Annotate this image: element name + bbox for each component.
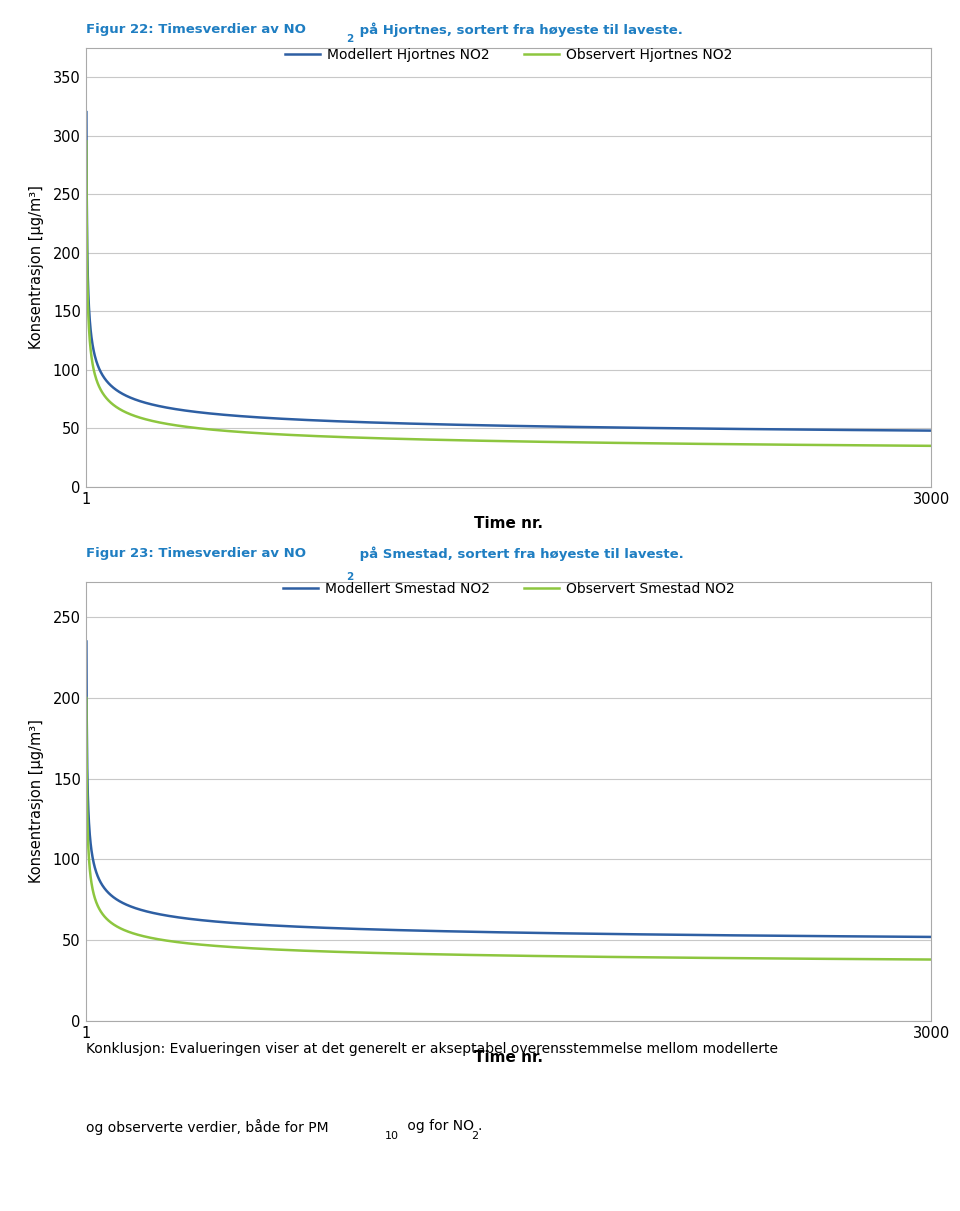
Observert Hjortnes NO2 bbox=[81, 134, 92, 149]
Line: Observert Smestad NO2: Observert Smestad NO2 bbox=[86, 698, 931, 959]
X-axis label: Time nr.: Time nr. bbox=[474, 1050, 543, 1064]
Text: 2: 2 bbox=[346, 572, 353, 582]
Observert Smestad NO2 bbox=[177, 935, 188, 949]
Modellert Smestad NO2 bbox=[442, 924, 453, 939]
Y-axis label: Konsentrasjon [µg/m³]: Konsentrasjon [µg/m³] bbox=[30, 185, 44, 349]
X-axis label: Time nr.: Time nr. bbox=[474, 516, 543, 530]
Observert Hjortnes NO2 bbox=[909, 438, 921, 453]
Modellert Smestad NO2 bbox=[925, 930, 937, 945]
Text: og observerte verdier, både for PM: og observerte verdier, både for PM bbox=[86, 1119, 329, 1135]
Observert Hjortnes NO2 bbox=[177, 419, 188, 434]
Observert Hjortnes NO2 bbox=[818, 437, 829, 452]
Legend: Modellert Hjortnes NO2, Observert Hjortnes NO2: Modellert Hjortnes NO2, Observert Hjortn… bbox=[285, 47, 732, 62]
Line: Modellert Hjortnes NO2: Modellert Hjortnes NO2 bbox=[86, 113, 931, 431]
Observert Smestad NO2 bbox=[81, 690, 92, 705]
Modellert Hjortnes NO2 bbox=[228, 408, 239, 423]
Modellert Hjortnes NO2 bbox=[818, 423, 829, 437]
Y-axis label: Konsentrasjon [µg/m³]: Konsentrasjon [µg/m³] bbox=[30, 719, 44, 883]
Observert Smestad NO2 bbox=[442, 947, 453, 962]
Observert Hjortnes NO2 bbox=[404, 432, 416, 447]
Text: Figur 23: Timesverdier av NO: Figur 23: Timesverdier av NO bbox=[86, 547, 306, 559]
Modellert Smestad NO2 bbox=[404, 923, 416, 937]
Line: Observert Hjortnes NO2: Observert Hjortnes NO2 bbox=[86, 142, 931, 446]
Modellert Hjortnes NO2 bbox=[442, 418, 453, 432]
Observert Smestad NO2 bbox=[818, 952, 829, 966]
Modellert Hjortnes NO2 bbox=[909, 423, 921, 437]
Modellert Smestad NO2 bbox=[818, 929, 829, 943]
Modellert Smestad NO2 bbox=[177, 911, 188, 925]
Text: på Hjortnes, sortert fra høyeste til laveste.: på Hjortnes, sortert fra høyeste til lav… bbox=[355, 23, 683, 38]
Observert Hjortnes NO2 bbox=[228, 424, 239, 438]
Modellert Smestad NO2 bbox=[81, 635, 92, 649]
Text: 2: 2 bbox=[346, 34, 353, 44]
Text: Konklusjon: Evalueringen viser at det generelt er akseptabel overensstemmelse me: Konklusjon: Evalueringen viser at det ge… bbox=[86, 1043, 779, 1056]
Modellert Hjortnes NO2 bbox=[177, 403, 188, 418]
Line: Modellert Smestad NO2: Modellert Smestad NO2 bbox=[86, 642, 931, 937]
Observert Hjortnes NO2 bbox=[925, 438, 937, 453]
Modellert Smestad NO2 bbox=[228, 916, 239, 930]
Text: 2: 2 bbox=[470, 1131, 478, 1141]
Modellert Hjortnes NO2 bbox=[925, 424, 937, 438]
Text: og for NO: og for NO bbox=[403, 1119, 474, 1132]
Modellert Hjortnes NO2 bbox=[81, 105, 92, 120]
Text: Figur 22: Timesverdier av NO: Figur 22: Timesverdier av NO bbox=[86, 23, 306, 36]
Text: på Smestad, sortert fra høyeste til laveste.: på Smestad, sortert fra høyeste til lave… bbox=[355, 546, 684, 561]
Observert Smestad NO2 bbox=[228, 940, 239, 954]
Legend: Modellert Smestad NO2, Observert Smestad NO2: Modellert Smestad NO2, Observert Smestad… bbox=[283, 581, 734, 596]
Observert Smestad NO2 bbox=[925, 952, 937, 966]
Modellert Hjortnes NO2 bbox=[404, 417, 416, 431]
Text: .: . bbox=[477, 1119, 482, 1132]
Observert Smestad NO2 bbox=[404, 947, 416, 962]
Modellert Smestad NO2 bbox=[909, 930, 921, 945]
Text: 10: 10 bbox=[385, 1131, 398, 1141]
Observert Smestad NO2 bbox=[909, 952, 921, 966]
Observert Hjortnes NO2 bbox=[442, 432, 453, 447]
